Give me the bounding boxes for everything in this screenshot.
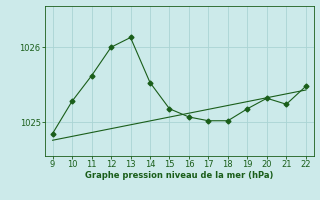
X-axis label: Graphe pression niveau de la mer (hPa): Graphe pression niveau de la mer (hPa) [85, 171, 273, 180]
